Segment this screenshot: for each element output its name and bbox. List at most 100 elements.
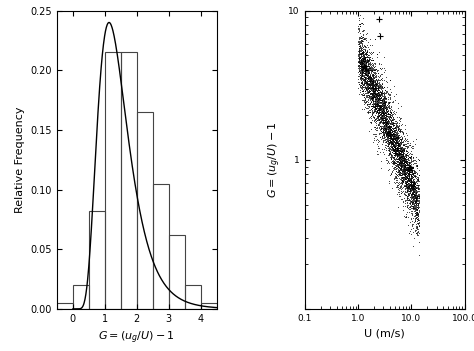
Point: [396, 171, 403, 177]
Point: [381, 109, 388, 115]
Point: [397, 119, 404, 124]
Point: [378, 166, 385, 171]
Point: [379, 117, 387, 123]
Point: [387, 139, 395, 144]
Point: [387, 113, 394, 119]
Point: [408, 165, 416, 171]
Point: [378, 88, 386, 94]
Point: [370, 101, 378, 107]
Point: [398, 153, 405, 159]
Point: [369, 62, 376, 67]
Point: [364, 98, 371, 104]
Point: [400, 137, 407, 143]
Point: [408, 203, 416, 208]
Point: [408, 208, 415, 214]
Point: [376, 111, 383, 116]
Point: [377, 125, 384, 131]
Point: [374, 79, 381, 84]
Point: [372, 96, 379, 101]
Point: [364, 67, 371, 73]
Point: [370, 87, 378, 93]
Point: [383, 138, 390, 144]
Point: [408, 180, 416, 185]
Point: [362, 75, 369, 80]
Point: [386, 115, 393, 120]
Point: [365, 60, 373, 66]
Point: [382, 131, 390, 137]
Point: [388, 140, 395, 146]
Point: [375, 87, 383, 93]
Point: [384, 138, 392, 143]
Point: [396, 170, 404, 175]
Point: [378, 126, 385, 131]
Point: [401, 122, 409, 127]
Point: [400, 179, 407, 184]
Point: [363, 54, 370, 60]
Point: [402, 163, 410, 168]
Point: [408, 191, 416, 197]
Point: [391, 126, 399, 131]
Point: [412, 196, 419, 201]
Point: [402, 159, 410, 165]
Point: [401, 158, 409, 164]
Point: [387, 115, 395, 121]
Point: [368, 110, 376, 116]
Point: [359, 50, 367, 55]
Point: [389, 155, 397, 161]
Point: [379, 99, 386, 104]
Point: [393, 137, 401, 143]
Point: [381, 93, 388, 99]
Point: [380, 99, 387, 105]
Point: [368, 81, 376, 87]
Point: [409, 197, 417, 202]
Point: [396, 193, 404, 199]
Point: [358, 40, 365, 46]
Point: [371, 105, 379, 111]
Point: [404, 166, 411, 171]
Point: [398, 181, 405, 186]
Point: [406, 187, 414, 193]
Point: [392, 135, 400, 141]
Point: [380, 108, 388, 114]
Point: [386, 135, 393, 140]
Point: [409, 199, 417, 205]
Point: [395, 152, 403, 158]
Point: [385, 127, 392, 133]
Point: [390, 120, 397, 125]
Point: [405, 170, 413, 175]
Point: [402, 180, 410, 186]
Point: [372, 132, 380, 137]
Point: [394, 156, 402, 162]
Point: [411, 171, 419, 176]
Point: [360, 88, 367, 93]
Point: [387, 140, 394, 146]
Point: [411, 170, 419, 175]
Point: [382, 121, 389, 127]
Point: [365, 93, 372, 98]
Point: [365, 82, 373, 87]
Point: [388, 124, 395, 130]
Point: [365, 88, 372, 94]
Point: [367, 86, 375, 92]
Point: [386, 149, 393, 154]
Point: [411, 174, 419, 180]
Point: [403, 161, 410, 166]
Point: [374, 90, 382, 95]
Point: [386, 114, 394, 120]
Point: [363, 69, 371, 75]
Point: [404, 205, 412, 211]
Point: [368, 72, 376, 78]
Point: [409, 185, 417, 191]
Point: [371, 126, 379, 132]
Point: [359, 68, 367, 74]
Point: [356, 83, 364, 89]
Point: [413, 210, 420, 215]
Point: [406, 155, 414, 160]
Point: [412, 205, 420, 211]
Point: [385, 105, 392, 111]
Point: [391, 180, 399, 186]
Point: [400, 174, 408, 179]
Point: [392, 150, 400, 155]
Point: [375, 99, 383, 105]
Point: [365, 69, 372, 75]
